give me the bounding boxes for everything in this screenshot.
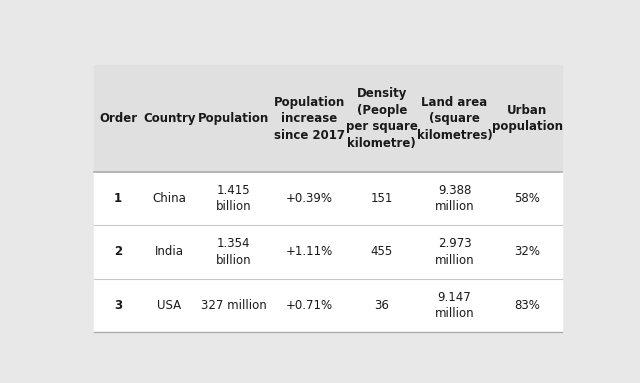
Text: 327 million: 327 million xyxy=(201,299,267,312)
Text: 1: 1 xyxy=(114,192,122,205)
Text: 1.415
billion: 1.415 billion xyxy=(216,184,252,213)
Text: USA: USA xyxy=(157,299,181,312)
Text: +0.71%: +0.71% xyxy=(285,299,333,312)
Text: 58%: 58% xyxy=(514,192,540,205)
Text: 32%: 32% xyxy=(514,246,540,259)
Text: Land area
(square
kilometres): Land area (square kilometres) xyxy=(417,95,492,141)
Bar xyxy=(94,225,562,279)
Text: 36: 36 xyxy=(374,299,389,312)
Text: 151: 151 xyxy=(371,192,393,205)
Text: 455: 455 xyxy=(371,246,393,259)
Bar xyxy=(94,65,562,172)
Text: Order: Order xyxy=(99,112,137,125)
Text: Urban
population: Urban population xyxy=(492,104,563,133)
Text: 3: 3 xyxy=(114,299,122,312)
Text: Country: Country xyxy=(143,112,195,125)
Text: Population: Population xyxy=(198,112,269,125)
Text: 9.388
million: 9.388 million xyxy=(435,184,474,213)
Text: India: India xyxy=(155,246,184,259)
Text: China: China xyxy=(152,192,186,205)
Text: +1.11%: +1.11% xyxy=(285,246,333,259)
Text: +0.39%: +0.39% xyxy=(285,192,333,205)
Text: 9.147
million: 9.147 million xyxy=(435,291,474,320)
Text: 2: 2 xyxy=(114,246,122,259)
Text: 83%: 83% xyxy=(514,299,540,312)
Text: Density
(People
per square
kilometre): Density (People per square kilometre) xyxy=(346,87,418,150)
Bar xyxy=(94,172,562,225)
Text: 1.354
billion: 1.354 billion xyxy=(216,237,252,267)
Text: Population
increase
since 2017: Population increase since 2017 xyxy=(273,95,345,141)
Text: 2.973
million: 2.973 million xyxy=(435,237,474,267)
Bar xyxy=(94,279,562,332)
